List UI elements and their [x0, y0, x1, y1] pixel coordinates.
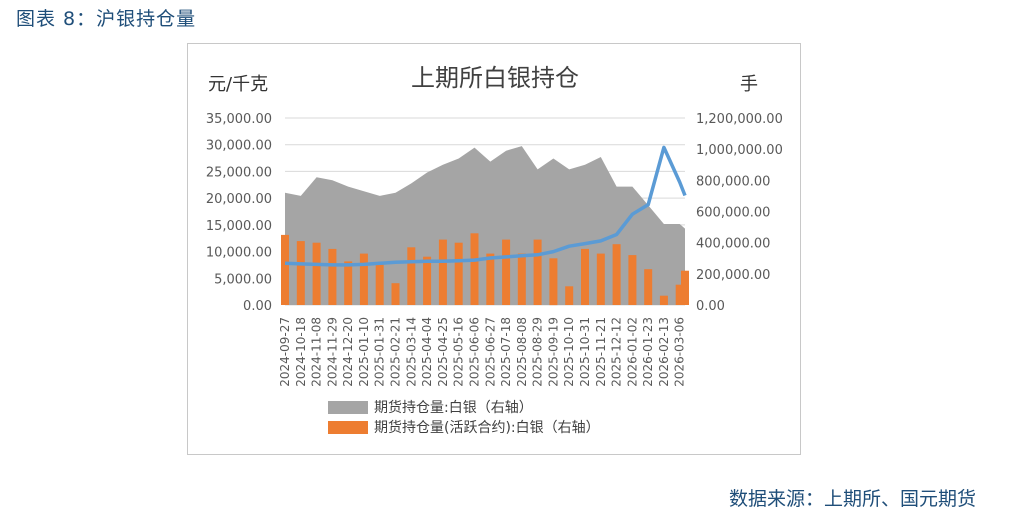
x-tick-label: 2025-07-18: [499, 317, 513, 387]
bar-active-open-interest: [328, 248, 337, 305]
bar-active-open-interest: [407, 247, 416, 305]
bar-active-open-interest: [517, 253, 526, 305]
bar-active-open-interest: [486, 253, 495, 305]
right-tick-label: 600,000.00: [696, 206, 770, 221]
x-tick-label: 2025-01-31: [373, 317, 387, 387]
legend-swatch-active-oi: [328, 421, 368, 434]
right-tick-label: 1,000,000.00: [696, 143, 783, 158]
right-tick-label: 200,000.00: [696, 268, 770, 283]
bar-active-open-interest: [549, 258, 558, 306]
active-oi-bars-layer: [281, 233, 689, 306]
x-tick-label: 2026-01-23: [641, 317, 655, 387]
right-axis-unit: 手: [740, 74, 758, 95]
right-tick-label: 400,000.00: [696, 237, 770, 252]
left-tick-label: 0.00: [243, 299, 272, 314]
x-tick-label: 2025-04-04: [420, 317, 434, 387]
x-tick-label: 2025-12-12: [610, 317, 624, 387]
x-tick-label: 2025-06-06: [467, 317, 481, 387]
right-tick-label: 0.00: [696, 299, 725, 314]
figure-caption: 图表 8：沪银持仓量: [16, 8, 197, 30]
right-tick-label: 800,000.00: [696, 174, 770, 189]
x-tick-label: 2025-08-08: [515, 317, 529, 387]
x-tick-label: 2026-02-13: [657, 317, 671, 387]
x-tick-label: 2025-10-31: [578, 317, 592, 387]
bar-active-open-interest: [681, 270, 689, 305]
left-tick-label: 30,000.00: [206, 139, 272, 154]
bar-active-open-interest: [596, 253, 605, 305]
price-line-layer: [284, 145, 687, 267]
left-axis-unit: 元/千克: [208, 74, 268, 95]
bar-active-open-interest: [391, 283, 400, 305]
bar-active-open-interest: [344, 261, 353, 305]
bar-active-open-interest: [312, 242, 321, 305]
x-tick-label: 2025-04-25: [436, 317, 450, 387]
x-tick-label: 2025-05-16: [452, 317, 466, 387]
bar-active-open-interest: [502, 239, 511, 305]
x-tick-label: 2026-03-06: [673, 317, 687, 387]
chart-frame: 上期所白银持仓 元/千克 手 35,000.00 30,000.00 25,000.…: [187, 43, 801, 455]
left-tick-label: 15,000.00: [206, 219, 272, 234]
x-tick-label: 2024-10-18: [294, 317, 308, 387]
legend-label-total-oi: 期货持仓量:白银（右轴）: [374, 399, 533, 416]
silver-open-interest-chart: 上期所白银持仓 元/千克 手 35,000.00 30,000.00 25,000.…: [206, 64, 783, 436]
left-tick-label: 25,000.00: [206, 165, 272, 180]
bar-active-open-interest: [359, 253, 368, 305]
left-tick-label: 5,000.00: [214, 272, 272, 287]
x-tick-label: 2025-02-21: [389, 317, 403, 387]
legend-label-active-oi: 期货持仓量(活跃合约):白银（右轴）: [374, 419, 600, 436]
x-tick-label: 2025-09-19: [546, 317, 560, 387]
x-tick-label: 2025-03-14: [404, 317, 418, 387]
bar-active-open-interest: [612, 244, 621, 305]
left-tick-label: 35,000.00: [206, 112, 272, 127]
source-note: 数据来源：上期所、国元期货: [728, 488, 976, 510]
bar-active-open-interest: [423, 256, 432, 305]
right-tick-label: 1,200,000.00: [696, 112, 783, 127]
x-tick-label: 2024-11-29: [325, 317, 339, 387]
bar-active-open-interest: [438, 239, 447, 305]
x-tick-label: 2025-06-27: [483, 317, 497, 387]
x-tick-label: 2025-08-29: [531, 317, 545, 387]
line-silver-price: [284, 145, 687, 267]
bar-active-open-interest: [659, 295, 668, 305]
bar-active-open-interest: [281, 234, 289, 305]
bar-active-open-interest: [296, 241, 305, 305]
x-tick-label: 2025-10-10: [562, 317, 576, 387]
bar-active-open-interest: [675, 284, 684, 305]
left-tick-label: 10,000.00: [206, 246, 272, 261]
x-tick-label: 2025-11-21: [594, 317, 608, 387]
bar-active-open-interest: [644, 269, 653, 305]
bar-active-open-interest: [581, 248, 589, 305]
x-tick-label: 2025-01-10: [357, 317, 371, 387]
axis-tick-labels: 35,000.00 30,000.00 25,000.00 20,000.00 15,0…: [206, 112, 783, 387]
x-tick-label: 2024-11-08: [310, 317, 324, 387]
bar-active-open-interest: [628, 255, 637, 305]
bar-active-open-interest: [470, 233, 479, 305]
chart-legend: 期货持仓量:白银（右轴） 期货持仓量(活跃合约):白银（右轴）: [328, 399, 600, 436]
legend-swatch-total-oi: [328, 401, 368, 414]
left-tick-label: 20,000.00: [206, 192, 272, 207]
bar-active-open-interest: [533, 239, 542, 305]
bar-active-open-interest: [454, 242, 463, 305]
bar-active-open-interest: [565, 286, 574, 305]
chart-title: 上期所白银持仓: [411, 64, 579, 92]
x-tick-label: 2024-12-20: [341, 317, 355, 387]
x-tick-label: 2026-01-02: [625, 317, 639, 387]
bar-active-open-interest: [375, 262, 384, 305]
x-tick-label: 2024-09-27: [278, 317, 292, 387]
